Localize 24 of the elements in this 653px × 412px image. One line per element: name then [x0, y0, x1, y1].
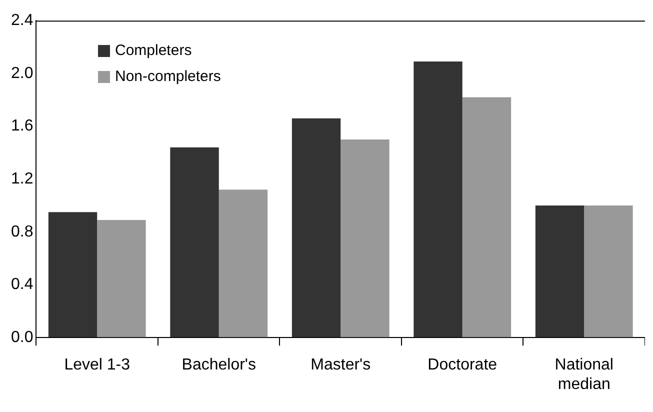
- y-tick-label: 0.8: [10, 223, 34, 240]
- y-tick-label: 0.4: [10, 276, 34, 294]
- x-tick-label: Master's: [310, 356, 371, 374]
- bar: [218, 190, 268, 338]
- bar: [535, 206, 584, 338]
- bar: [292, 118, 341, 338]
- x-tick-label: Level 1-3: [64, 356, 130, 374]
- x-tick-label: National median: [554, 356, 614, 393]
- y-tick-label: 1.6: [10, 118, 34, 135]
- legend-label: Completers: [115, 41, 192, 61]
- y-tick-label: 2.4: [10, 12, 34, 30]
- y-tick-label: 1.2: [10, 170, 34, 188]
- y-tick-label: 0.0: [10, 329, 34, 346]
- bar: [584, 206, 633, 338]
- x-tick-label: Bachelor's: [182, 356, 256, 374]
- legend-label: Non-completers: [115, 67, 221, 87]
- bar: [170, 147, 219, 338]
- bar: [462, 97, 512, 338]
- x-tick-label: Doctorate: [428, 356, 498, 374]
- bar: [97, 220, 146, 338]
- bar: [48, 212, 98, 338]
- y-tick-label: 2.0: [10, 64, 34, 82]
- bar: [414, 62, 462, 338]
- bar: [340, 139, 390, 338]
